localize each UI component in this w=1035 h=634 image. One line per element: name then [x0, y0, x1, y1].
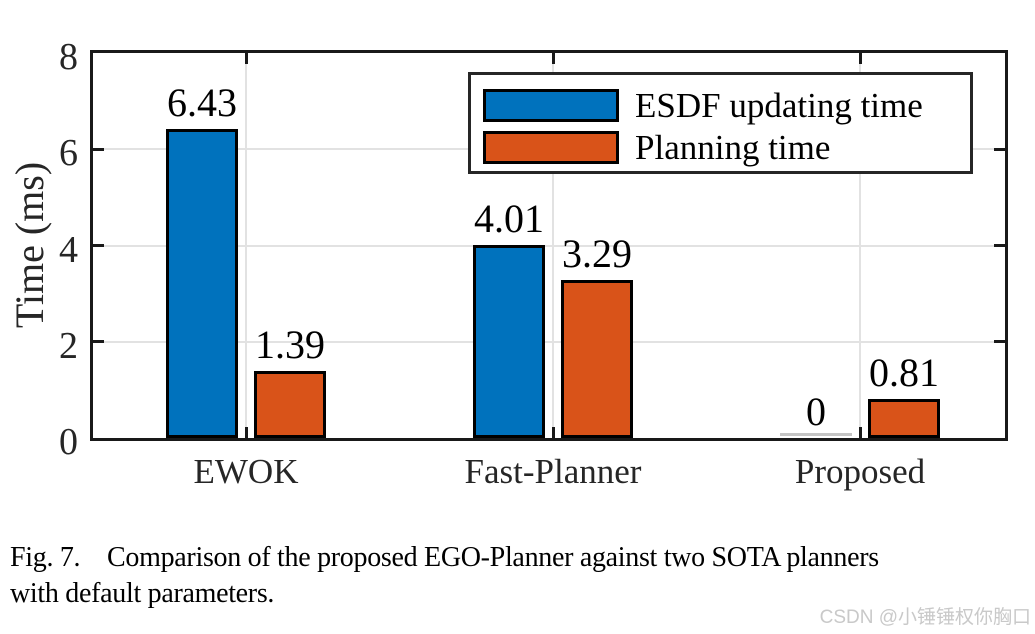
value-label-esdf-ewok: 6.43 [167, 79, 237, 125]
plot-canvas: ESDF updating time Planning time 6.43 4.0… [93, 53, 1005, 438]
bar-planning-proposed [868, 399, 940, 438]
legend: ESDF updating time Planning time [468, 72, 973, 174]
watermark-text: CSDN @小锤锤权你胸口 [819, 607, 1031, 628]
tick-bottom-0 [244, 427, 248, 438]
y-tick-label-4: 4 [59, 228, 78, 271]
bar-planning-fast-planner [561, 279, 633, 438]
bar-planning-ewok [254, 371, 326, 438]
legend-label-planning: Planning time [635, 127, 831, 167]
tick-right-2 [994, 340, 1005, 344]
tick-bottom-2 [858, 427, 862, 438]
value-label-planning-ewok: 1.39 [255, 322, 325, 368]
tick-right-6 [994, 147, 1005, 151]
value-label-planning-fast-planner: 3.29 [562, 230, 632, 276]
x-tick-label-fast-planner: Fast-Planner [464, 452, 642, 491]
tick-top-0 [244, 53, 248, 64]
gridline-y-4 [93, 244, 1005, 247]
tick-left-4 [93, 244, 104, 247]
tick-right-4 [994, 244, 1005, 247]
caption-line-2: with default parameters. [10, 578, 275, 609]
figure-caption: Fig. 7. Comparison of the proposed EGO-P… [10, 540, 1030, 612]
tick-top-1 [551, 53, 555, 64]
gridline-x-0 [245, 53, 247, 438]
gridline-y-2 [93, 340, 1005, 343]
gridline-x-1 [552, 53, 554, 438]
value-label-esdf-fast-planner: 4.01 [474, 196, 544, 242]
plot-area: ESDF updating time Planning time 6.43 4.0… [90, 50, 1008, 441]
tick-bottom-1 [551, 427, 555, 438]
x-tick-label-ewok: EWOK [193, 452, 299, 491]
tick-top-2 [858, 53, 862, 64]
legend-entry-esdf: ESDF updating time [483, 84, 970, 126]
y-tick-label-6: 6 [59, 132, 78, 175]
y-tick-label-8: 8 [59, 36, 78, 78]
bar-esdf-ewok [166, 128, 238, 438]
bar-esdf-fast-planner [473, 245, 545, 438]
value-label-planning-proposed: 0.81 [869, 350, 939, 396]
value-label-esdf-proposed: 0 [806, 389, 826, 434]
y-tick-label-2: 2 [59, 324, 78, 367]
legend-entry-planning: Planning time [483, 126, 970, 168]
tick-left-6 [93, 147, 104, 151]
legend-swatch-esdf-icon [483, 88, 619, 122]
legend-swatch-planning-icon [483, 130, 619, 164]
gridline-x-2 [859, 53, 861, 438]
y-tick-label-0: 0 [59, 421, 78, 463]
caption-line-1: Fig. 7. Comparison of the proposed EGO-P… [10, 542, 879, 573]
legend-label-esdf: ESDF updating time [635, 85, 923, 125]
x-tick-label-proposed: Proposed [794, 452, 926, 491]
tick-left-2 [93, 340, 104, 344]
bar-esdf-proposed-zero [780, 433, 852, 436]
